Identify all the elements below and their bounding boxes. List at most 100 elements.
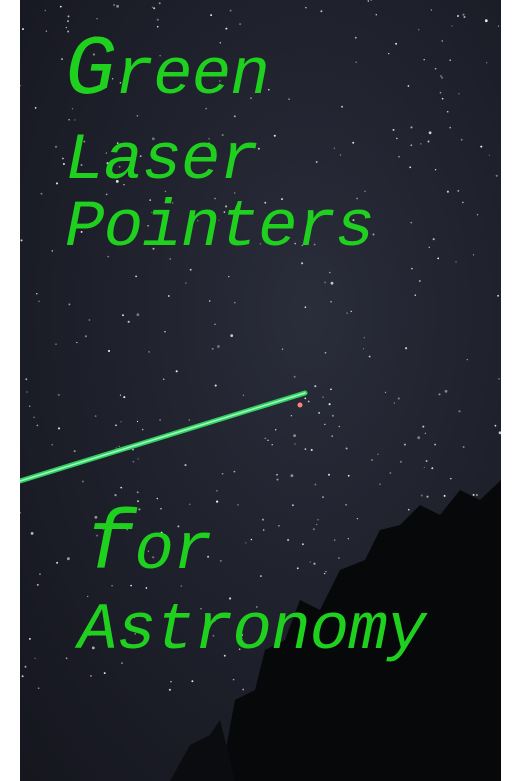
star bbox=[449, 127, 451, 129]
star bbox=[25, 378, 27, 380]
star bbox=[400, 461, 402, 463]
star bbox=[168, 295, 170, 297]
star bbox=[441, 77, 443, 79]
star bbox=[325, 352, 327, 354]
laser-core bbox=[20, 393, 305, 481]
star bbox=[292, 504, 294, 506]
star bbox=[331, 435, 333, 437]
star bbox=[153, 7, 155, 9]
star bbox=[316, 524, 317, 525]
star bbox=[329, 272, 331, 274]
star bbox=[445, 390, 448, 393]
star bbox=[457, 190, 459, 192]
star bbox=[395, 43, 397, 45]
star bbox=[278, 525, 280, 527]
star bbox=[55, 146, 57, 148]
star bbox=[355, 61, 357, 63]
star bbox=[444, 495, 446, 497]
star bbox=[217, 345, 220, 348]
star bbox=[157, 498, 159, 500]
star bbox=[495, 425, 497, 427]
star bbox=[288, 98, 290, 100]
star bbox=[305, 448, 307, 450]
star bbox=[164, 331, 165, 332]
star bbox=[169, 689, 171, 691]
star bbox=[317, 519, 318, 520]
star bbox=[275, 429, 276, 430]
star bbox=[437, 258, 439, 260]
star bbox=[294, 376, 296, 378]
star bbox=[29, 405, 31, 407]
star bbox=[433, 238, 435, 240]
star bbox=[234, 115, 236, 117]
star bbox=[90, 675, 92, 677]
star bbox=[38, 301, 40, 303]
star bbox=[123, 396, 125, 398]
star bbox=[33, 417, 34, 418]
star bbox=[411, 268, 413, 270]
star bbox=[357, 518, 358, 519]
star bbox=[170, 681, 172, 683]
star bbox=[496, 175, 498, 177]
star bbox=[82, 480, 84, 482]
star bbox=[138, 458, 139, 459]
star bbox=[408, 509, 410, 511]
star bbox=[477, 214, 478, 215]
star bbox=[304, 398, 306, 400]
star bbox=[243, 395, 244, 396]
star bbox=[302, 543, 304, 545]
star bbox=[330, 301, 332, 303]
star bbox=[396, 138, 397, 139]
star bbox=[463, 446, 465, 448]
star bbox=[404, 444, 406, 446]
star bbox=[316, 161, 318, 163]
star bbox=[267, 440, 268, 441]
star bbox=[113, 4, 114, 5]
star bbox=[425, 433, 426, 434]
star bbox=[67, 557, 70, 560]
star bbox=[132, 449, 133, 450]
star bbox=[29, 638, 31, 640]
star bbox=[85, 335, 87, 337]
star bbox=[58, 394, 60, 396]
star bbox=[46, 30, 47, 31]
star bbox=[389, 472, 391, 474]
star bbox=[116, 5, 119, 8]
star bbox=[351, 311, 352, 312]
star bbox=[137, 313, 140, 316]
star bbox=[331, 282, 334, 285]
subtitle-line: Astronomy bbox=[78, 598, 425, 664]
star bbox=[313, 528, 315, 530]
star bbox=[297, 567, 299, 569]
star bbox=[61, 58, 63, 60]
star bbox=[426, 496, 428, 498]
star bbox=[467, 359, 468, 360]
star bbox=[434, 444, 436, 446]
star bbox=[95, 415, 97, 417]
body: Green Laser Pointers for Astronomy (() =… bbox=[0, 0, 519, 781]
star bbox=[410, 222, 412, 224]
star bbox=[398, 156, 400, 158]
star bbox=[137, 421, 138, 422]
star bbox=[157, 26, 159, 28]
star bbox=[56, 182, 58, 184]
star bbox=[473, 494, 475, 496]
star bbox=[370, 0, 372, 1]
star bbox=[325, 571, 326, 572]
star bbox=[457, 15, 459, 17]
star bbox=[498, 378, 499, 379]
star bbox=[339, 426, 341, 428]
title-line: Pointers bbox=[65, 195, 374, 261]
star bbox=[392, 129, 394, 131]
star bbox=[462, 202, 463, 203]
star bbox=[216, 501, 218, 503]
star bbox=[461, 139, 463, 141]
star bbox=[329, 403, 331, 405]
star bbox=[447, 111, 449, 113]
star bbox=[209, 300, 210, 301]
tree-silhouette-small bbox=[170, 720, 235, 781]
star bbox=[394, 402, 395, 403]
star bbox=[20, 512, 21, 514]
star bbox=[314, 385, 316, 387]
poster: Green Laser Pointers for Astronomy bbox=[20, 0, 501, 781]
